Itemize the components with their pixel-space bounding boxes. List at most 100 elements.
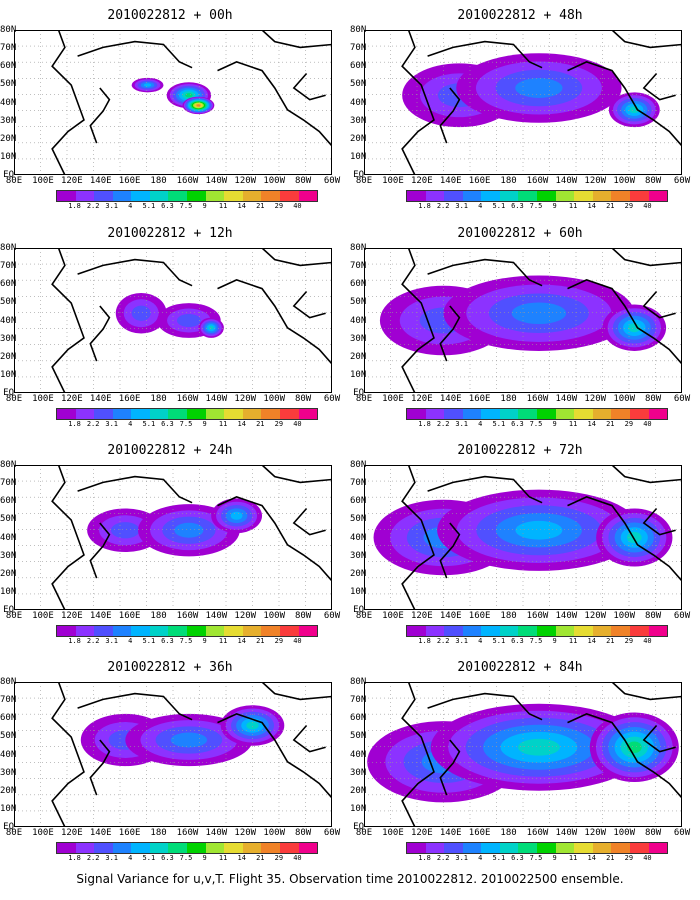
colorbar-swatch (444, 409, 463, 419)
colorbar-label: 40 (293, 637, 302, 645)
latitude-label: 40N (0, 97, 17, 108)
colorbar-swatch (149, 843, 169, 853)
colorbar-label: 5.1 (142, 202, 156, 210)
colorbar-label: 1.8 (418, 637, 431, 645)
longitude-label: 120W (584, 394, 607, 404)
colorbar-label: 6.3 (511, 420, 524, 428)
colorbar-swatch (648, 191, 668, 201)
map-frame (14, 30, 332, 175)
colorbar-label: 21 (256, 637, 265, 645)
map-plot: 80N 70N 60N 50N 40N 30N 20N 10N EQ (0, 244, 332, 398)
colorbar-swatch (261, 626, 280, 636)
colorbar-swatch (112, 191, 132, 201)
latitude-label: 70N (350, 261, 367, 272)
coastline (642, 507, 676, 536)
colorbar-swatch (242, 409, 262, 419)
variance-shading (230, 511, 243, 520)
colorbar-swatch (149, 409, 169, 419)
map-panel: 2010022812 + 48h 80N 70N 60N 50N 40N 30N 20N 10N… (350, 8, 690, 228)
colorbar-labels: 1.8 2.2 3.1 4 5.1 6.3 7.5 9 11 14 21 29 40 (406, 202, 666, 210)
longitude-label: 160E (118, 176, 141, 186)
longitude-label: 140E (439, 611, 462, 621)
latitude-label: 30N (0, 333, 17, 344)
colorbar-label: 11 (218, 637, 228, 645)
coastline (642, 290, 676, 319)
latitude-label: 80N (0, 25, 17, 35)
longitude-label: 160E (118, 828, 141, 838)
colorbar-label: 21 (256, 420, 265, 428)
coastline (567, 279, 682, 365)
map-panel: 2010022812 + 84h 80N 70N 60N 50N 40N 30N 20N 10N… (350, 660, 690, 880)
colorbar-label: 1.8 (418, 202, 431, 210)
coastline (439, 522, 461, 579)
longitude-label: 100W (613, 176, 636, 186)
longitude-label: 180 (150, 394, 167, 404)
longitude-label: 180 (150, 176, 167, 186)
colorbar-label: 2.2 (86, 637, 100, 645)
colorbar-label: 14 (587, 854, 596, 862)
colorbar-label: 5.1 (492, 202, 506, 210)
colorbar-label: 9 (202, 202, 207, 210)
latitude-label: EQ (3, 388, 14, 398)
colorbar-swatch (57, 626, 76, 636)
colorbar-swatch (187, 843, 206, 853)
longitude-label: 140W (205, 394, 228, 404)
colorbar-label: 9 (552, 420, 557, 428)
longitude-label: 60W (673, 611, 691, 621)
colorbar-labels: 1.8 2.2 3.1 4 5.1 6.3 7.5 9 11 14 21 29 40 (56, 202, 316, 210)
colorbar-swatch (462, 626, 482, 636)
latitude-label: 20N (350, 351, 367, 362)
longitude-label: 100E (382, 828, 404, 838)
coastline (292, 724, 326, 753)
colorbar-label: 7.5 (529, 202, 543, 210)
colorbar-label: 6.3 (161, 202, 174, 210)
variance-shading (515, 520, 563, 540)
colorbar-swatch (57, 409, 76, 419)
longitude-label: 180 (150, 828, 167, 838)
colorbar-swatch (537, 626, 556, 636)
longitude-label: 160E (118, 394, 141, 404)
longitude-label: 180 (500, 828, 517, 838)
longitude-label: 120W (234, 176, 257, 186)
variance-shading (185, 93, 193, 98)
latitude-label: 20N (0, 785, 17, 796)
map-svg (14, 30, 332, 175)
colorbar-label: 2.2 (436, 637, 450, 645)
colorbar-label: 11 (568, 637, 578, 645)
colorbar-label: 3.1 (455, 420, 469, 428)
colorbar-label: 7.5 (179, 420, 193, 428)
latitude-label: EQ (3, 605, 14, 615)
longitude-label: 140W (205, 176, 228, 186)
longitude-label: 80W (294, 828, 312, 838)
colorbar-swatch (407, 191, 426, 201)
coastline (77, 692, 193, 721)
latitude-label: 50N (0, 79, 17, 90)
longitude-label: 60W (323, 611, 341, 621)
map-frame (364, 30, 682, 175)
longitude-label: 120W (234, 828, 257, 838)
map-frame (14, 248, 332, 393)
map-plot: 80N 70N 60N 50N 40N 30N 20N 10N EQ (0, 461, 332, 615)
latitude-label: 80N (350, 460, 367, 470)
coastline (292, 72, 326, 101)
latitude-label: 10N (350, 369, 367, 380)
coastline (567, 496, 682, 582)
colorbar-swatch (149, 191, 169, 201)
latitude-label: 30N (0, 550, 17, 561)
colorbar-labels: 1.8 2.2 3.1 4 5.1 6.3 7.5 9 11 14 21 29 40 (56, 420, 316, 428)
longitude-label: 60W (323, 394, 341, 404)
colorbar-label: 7.5 (179, 854, 193, 862)
colorbar-label: 21 (256, 854, 265, 862)
colorbar-label: 21 (606, 854, 615, 862)
latitude-label: 50N (350, 731, 367, 742)
latitude-label: 60N (0, 713, 17, 724)
variance-shading (246, 721, 259, 730)
longitude-label: 120E (410, 176, 433, 186)
coastline (51, 465, 85, 610)
colorbar-label: 29 (274, 202, 284, 210)
latitude-label: 40N (350, 532, 367, 543)
longitude-label: 160W (526, 611, 549, 621)
colorbar-swatch (298, 409, 318, 419)
longitude-label: 160W (176, 176, 199, 186)
coastline (427, 40, 543, 69)
